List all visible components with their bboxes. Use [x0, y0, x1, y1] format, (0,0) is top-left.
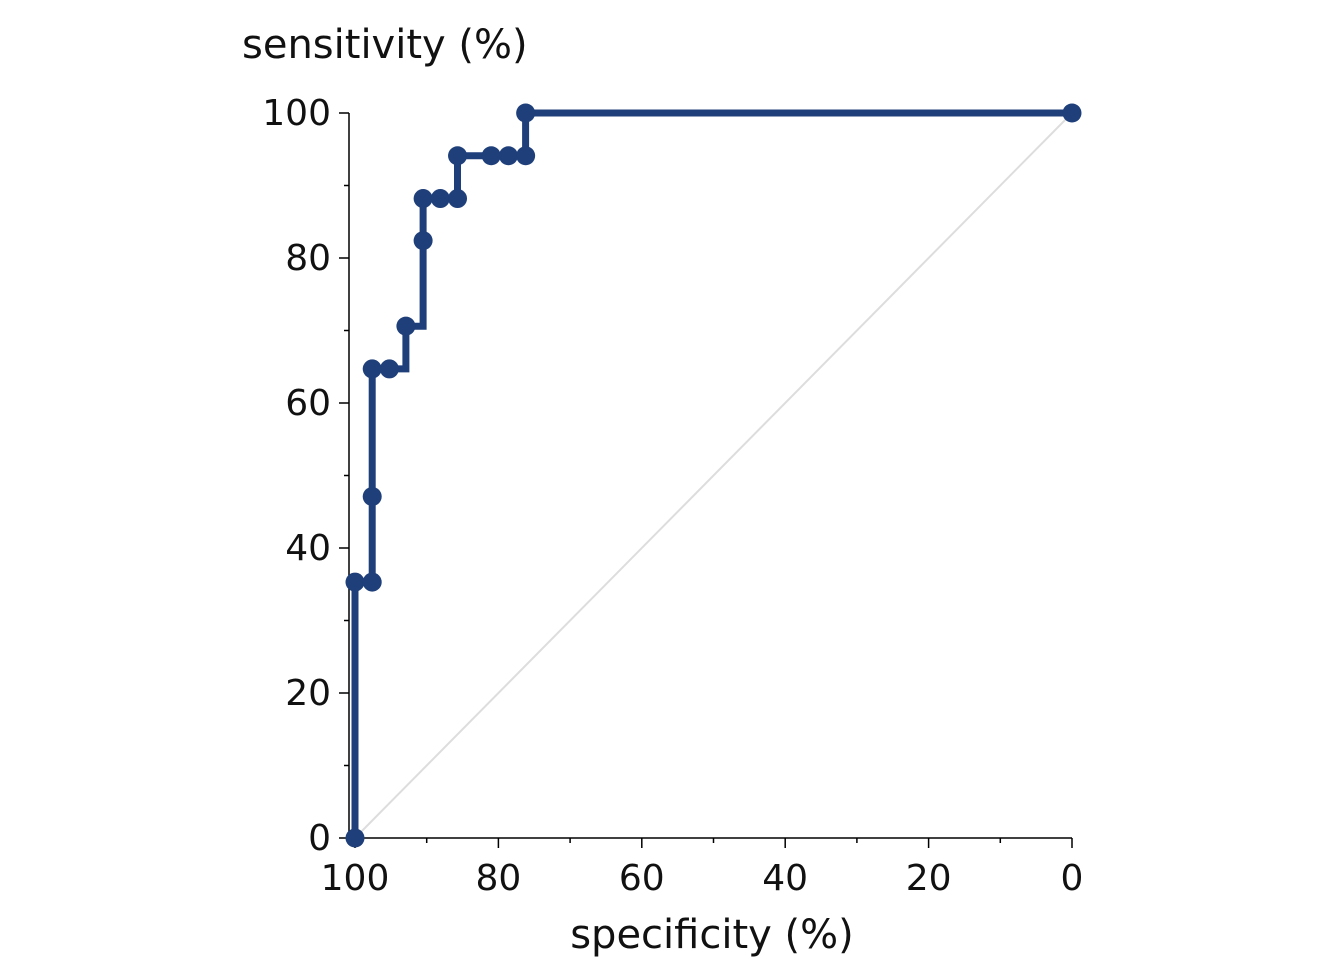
roc-point: [345, 572, 365, 592]
reference-diagonal: [354, 112, 1073, 839]
y-tick-label: 40: [285, 528, 331, 569]
x-tick-label: 100: [321, 858, 390, 899]
roc-point: [413, 189, 433, 209]
roc-point: [430, 189, 450, 209]
axes: 0 20 40 60 80 100 100 80 60 40 20 0: [262, 93, 1083, 899]
roc-point: [362, 487, 382, 507]
roc-point: [498, 146, 518, 166]
roc-point: [516, 146, 536, 166]
y-tick-label: 20: [285, 673, 331, 714]
x-tick-label: 40: [762, 858, 808, 899]
y-tick-label: 80: [285, 238, 331, 279]
y-tick-label: 60: [285, 383, 331, 424]
roc-point: [396, 316, 416, 336]
roc-point: [448, 189, 468, 209]
roc-point: [448, 146, 468, 166]
x-tick-label: 0: [1061, 858, 1084, 899]
roc-markers: [345, 103, 1082, 848]
roc-point: [481, 146, 501, 166]
x-axis-title: specificity (%): [570, 912, 854, 958]
y-axis-title: sensitivity (%): [242, 22, 528, 68]
roc-point: [362, 359, 382, 379]
roc-point: [379, 359, 399, 379]
x-tick-label: 60: [619, 858, 665, 899]
roc-point: [516, 103, 536, 123]
x-tick-label: 20: [906, 858, 952, 899]
x-tick-label: 80: [475, 858, 521, 899]
roc-point: [1062, 103, 1082, 123]
roc-point: [345, 828, 365, 848]
y-tick-label: 0: [308, 818, 331, 859]
roc-point: [413, 231, 433, 251]
roc-point: [362, 572, 382, 592]
y-tick-label: 100: [262, 93, 331, 134]
